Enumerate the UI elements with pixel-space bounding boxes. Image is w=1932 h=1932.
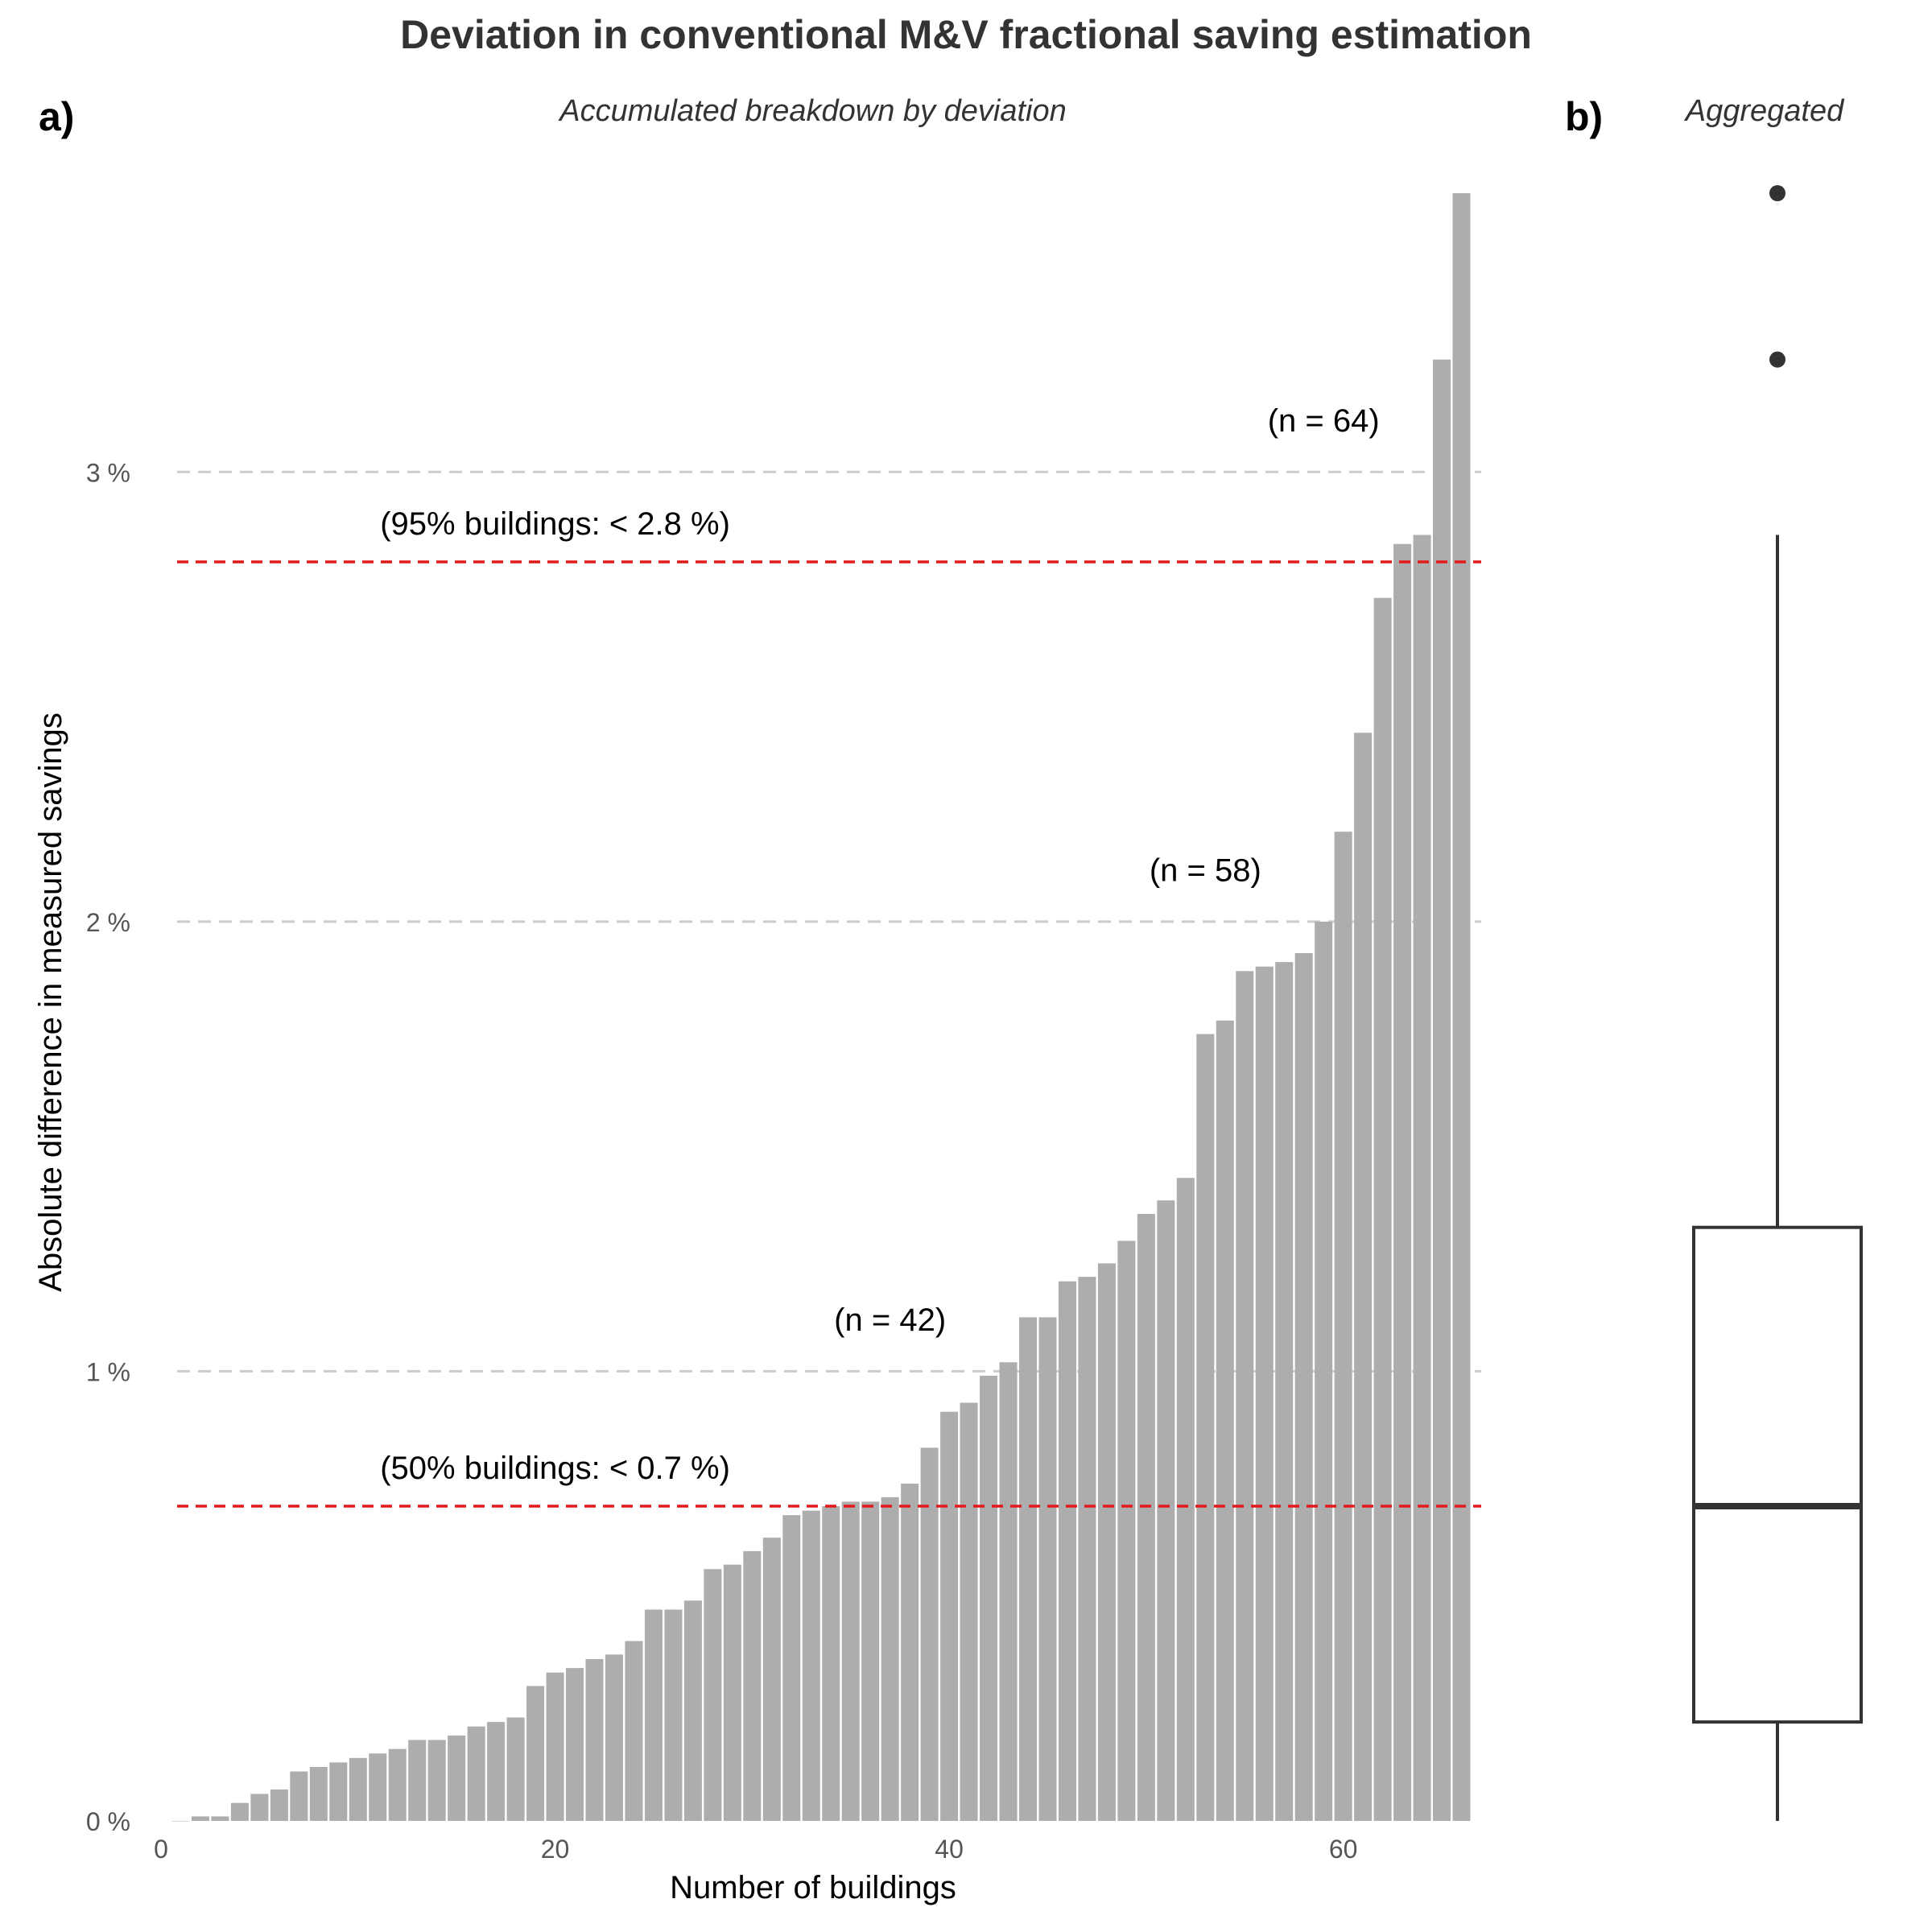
bar	[388, 1748, 407, 1821]
panel-b-tag: b)	[1565, 94, 1603, 139]
bar	[625, 1641, 643, 1821]
bar	[1019, 1317, 1038, 1821]
bar	[309, 1766, 328, 1821]
bar	[940, 1411, 959, 1821]
bar	[526, 1686, 545, 1821]
bar	[369, 1753, 387, 1821]
bar	[171, 1821, 190, 1822]
bar	[980, 1376, 998, 1821]
bar	[999, 1362, 1018, 1821]
bar	[1117, 1241, 1136, 1821]
x-tick-label: 60	[1329, 1835, 1358, 1864]
bar	[448, 1735, 466, 1821]
bar	[1157, 1200, 1175, 1821]
bar	[349, 1757, 367, 1821]
bar	[683, 1600, 702, 1821]
bar	[723, 1564, 741, 1821]
bar	[506, 1717, 525, 1821]
count-annotation: (n = 58)	[1150, 853, 1261, 889]
bar	[546, 1672, 564, 1821]
bar	[841, 1501, 860, 1821]
bar	[1413, 535, 1431, 1821]
threshold-label: (95% buildings: < 2.8 %)	[380, 506, 730, 542]
bar	[762, 1538, 781, 1821]
y-tick-label: 0 %	[86, 1807, 130, 1836]
bar	[782, 1515, 801, 1821]
bar	[1137, 1213, 1155, 1821]
bar	[1334, 832, 1352, 1821]
bar	[960, 1402, 978, 1821]
bar	[822, 1506, 840, 1821]
threshold-label: (50% buildings: < 0.7 %)	[380, 1451, 730, 1486]
bar	[191, 1816, 209, 1821]
bar	[743, 1550, 762, 1821]
bar	[802, 1510, 820, 1821]
bar	[290, 1771, 308, 1821]
y-axis-label: Absolute difference in measured savings	[33, 712, 68, 1292]
outlier-point	[1769, 185, 1785, 201]
bar	[861, 1501, 880, 1821]
bars	[171, 193, 1471, 1822]
y-tick-label: 1 %	[86, 1357, 130, 1386]
bar	[664, 1609, 683, 1821]
bar	[1216, 1020, 1234, 1821]
grid-lines	[177, 470, 1481, 1373]
bar	[1058, 1281, 1076, 1821]
bar	[585, 1658, 604, 1821]
bar	[566, 1668, 584, 1821]
box-plot-panel	[1692, 185, 1863, 1821]
x-tick-label: 0	[154, 1835, 168, 1864]
bar	[1255, 966, 1274, 1821]
bar	[1236, 971, 1254, 1821]
bar	[1433, 359, 1451, 1822]
bar	[1354, 733, 1373, 1821]
bar	[704, 1569, 722, 1821]
chart-title: Deviation in conventional M&V fractional…	[400, 12, 1532, 57]
bar	[1393, 543, 1412, 1821]
x-axis-label: Number of buildings	[670, 1870, 956, 1905]
bar	[250, 1794, 269, 1821]
annotations: (n = 42) (n = 58) (n = 64)	[834, 403, 1379, 1338]
x-axis-ticks: 0 20 40 60	[154, 1835, 1357, 1864]
count-annotation: (n = 64)	[1268, 403, 1380, 439]
bar	[881, 1496, 899, 1821]
y-axis-ticks: 0 % 1 % 2 % 3 %	[86, 458, 130, 1836]
bar	[920, 1447, 939, 1821]
bar	[211, 1816, 229, 1821]
bar	[1196, 1034, 1215, 1821]
bar	[1373, 597, 1392, 1821]
x-tick-label: 40	[935, 1835, 964, 1864]
panel-b-subtitle: Aggregated	[1684, 94, 1845, 128]
bar-chart-panel: (95% buildings: < 2.8 %) (50% buildings: …	[33, 193, 1481, 1905]
bar	[901, 1484, 919, 1821]
outlier-point	[1769, 351, 1785, 368]
bar	[270, 1789, 288, 1821]
bar	[408, 1740, 427, 1821]
panel-a-tag: a)	[39, 94, 74, 139]
x-tick-label: 20	[541, 1835, 570, 1864]
bar	[487, 1722, 506, 1821]
y-tick-label: 2 %	[86, 908, 130, 937]
bar	[1038, 1317, 1057, 1821]
bar	[605, 1654, 623, 1821]
bar	[1452, 193, 1471, 1821]
bar	[467, 1726, 485, 1821]
bar	[329, 1762, 348, 1821]
bar	[427, 1740, 446, 1821]
count-annotation: (n = 42)	[834, 1302, 946, 1338]
y-tick-label: 3 %	[86, 458, 130, 487]
bar	[1315, 921, 1333, 1821]
bar	[1097, 1263, 1116, 1821]
bar	[1176, 1178, 1195, 1821]
bar	[1294, 952, 1313, 1821]
bar	[644, 1609, 663, 1821]
bar	[1275, 962, 1294, 1821]
bar	[230, 1802, 249, 1821]
interquartile-box	[1692, 1225, 1863, 1724]
panel-a-subtitle: Accumulated breakdown by deviation	[558, 94, 1067, 128]
bar	[1078, 1277, 1096, 1821]
threshold-lines: (95% buildings: < 2.8 %) (50% buildings: …	[177, 506, 1481, 1508]
